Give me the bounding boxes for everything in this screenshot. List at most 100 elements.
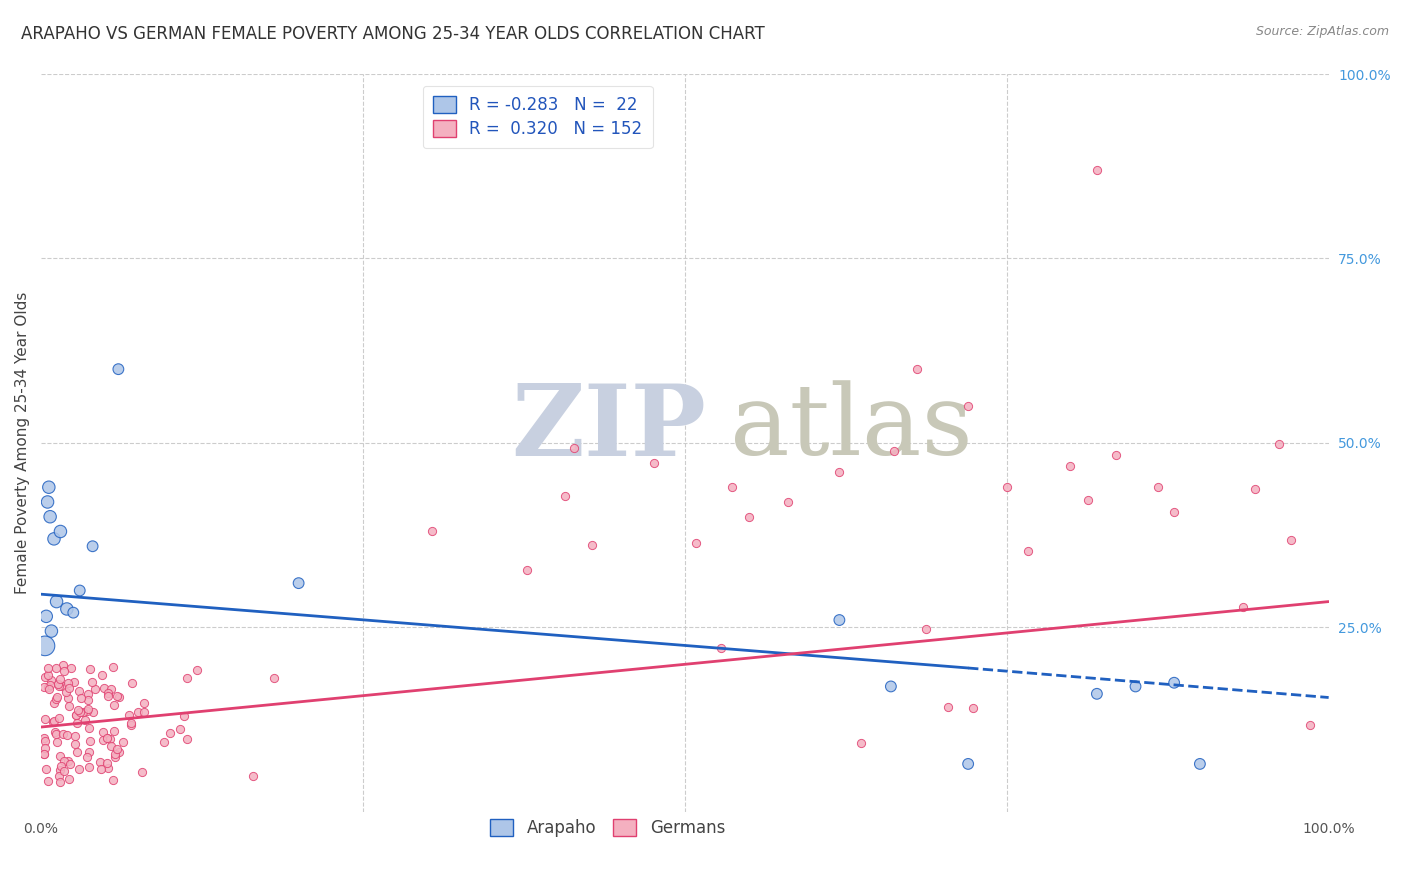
Point: [720, 480, 742, 494]
Point: [103, 698, 125, 712]
Point: [104, 747, 127, 761]
Point: [103, 724, 125, 739]
Point: [97, 761, 120, 775]
Point: [82, 705, 104, 719]
Point: [59, 757, 82, 772]
Point: [105, 742, 128, 756]
Point: [35, 609, 58, 624]
Point: [242, 769, 264, 783]
Point: [643, 456, 665, 470]
Point: [1232, 600, 1254, 615]
Point: [98, 732, 121, 747]
Point: [738, 509, 761, 524]
Point: [37, 774, 59, 789]
Point: [1163, 675, 1185, 690]
Point: [97, 686, 120, 700]
Point: [93, 681, 115, 695]
Point: [100, 681, 122, 696]
Point: [73, 713, 96, 727]
Point: [34, 740, 56, 755]
Point: [263, 671, 285, 685]
Point: [1163, 505, 1185, 519]
Point: [45, 594, 67, 608]
Y-axis label: Female Poverty Among 25-34 Year Olds: Female Poverty Among 25-34 Year Olds: [15, 292, 30, 594]
Point: [828, 466, 851, 480]
Point: [880, 680, 903, 694]
Point: [1017, 543, 1039, 558]
Point: [41, 624, 63, 639]
Point: [69, 690, 91, 705]
Point: [108, 745, 131, 759]
Point: [65, 715, 87, 730]
Point: [41, 714, 63, 729]
Point: [153, 735, 176, 749]
Point: [96, 731, 118, 746]
Text: atlas: atlas: [730, 380, 973, 476]
Point: [60, 661, 83, 675]
Point: [56, 676, 79, 690]
Point: [120, 716, 142, 731]
Point: [77, 702, 100, 716]
Point: [58, 698, 80, 713]
Legend: Arapaho, Germans: Arapaho, Germans: [484, 813, 731, 844]
Point: [83, 681, 105, 696]
Point: [46, 735, 69, 749]
Point: [100, 739, 122, 753]
Point: [77, 760, 100, 774]
Point: [34, 712, 56, 726]
Point: [104, 750, 127, 764]
Point: [1268, 437, 1291, 451]
Point: [96, 756, 118, 770]
Point: [34, 734, 56, 748]
Point: [56, 728, 79, 742]
Point: [52, 727, 75, 741]
Point: [849, 736, 872, 750]
Point: [105, 690, 128, 704]
Point: [46, 677, 69, 691]
Point: [938, 700, 960, 714]
Point: [97, 690, 120, 704]
Point: [89, 756, 111, 770]
Point: [49, 673, 72, 687]
Point: [67, 684, 90, 698]
Point: [554, 489, 576, 503]
Point: [134, 705, 156, 719]
Point: [77, 745, 100, 759]
Point: [103, 660, 125, 674]
Point: [77, 722, 100, 736]
Point: [48, 769, 70, 783]
Point: [58, 772, 80, 786]
Point: [52, 764, 75, 778]
Point: [32, 731, 55, 745]
Point: [90, 762, 112, 776]
Point: [77, 687, 100, 701]
Point: [80, 675, 103, 690]
Point: [55, 685, 77, 699]
Point: [65, 708, 87, 723]
Point: [76, 692, 98, 706]
Point: [56, 754, 79, 768]
Point: [51, 679, 73, 693]
Point: [45, 692, 67, 706]
Point: [186, 663, 208, 677]
Point: [169, 723, 191, 737]
Point: [957, 756, 980, 771]
Point: [56, 691, 79, 706]
Point: [131, 765, 153, 780]
Point: [53, 754, 76, 768]
Point: [45, 727, 67, 741]
Point: [1188, 756, 1211, 771]
Point: [65, 708, 87, 723]
Point: [107, 690, 129, 704]
Point: [581, 538, 603, 552]
Point: [42, 532, 65, 546]
Point: [1085, 163, 1108, 178]
Point: [44, 661, 66, 675]
Point: [710, 641, 733, 656]
Point: [48, 679, 70, 693]
Point: [51, 759, 73, 773]
Point: [66, 703, 89, 717]
Point: [69, 706, 91, 720]
Point: [44, 725, 66, 739]
Point: [995, 480, 1018, 494]
